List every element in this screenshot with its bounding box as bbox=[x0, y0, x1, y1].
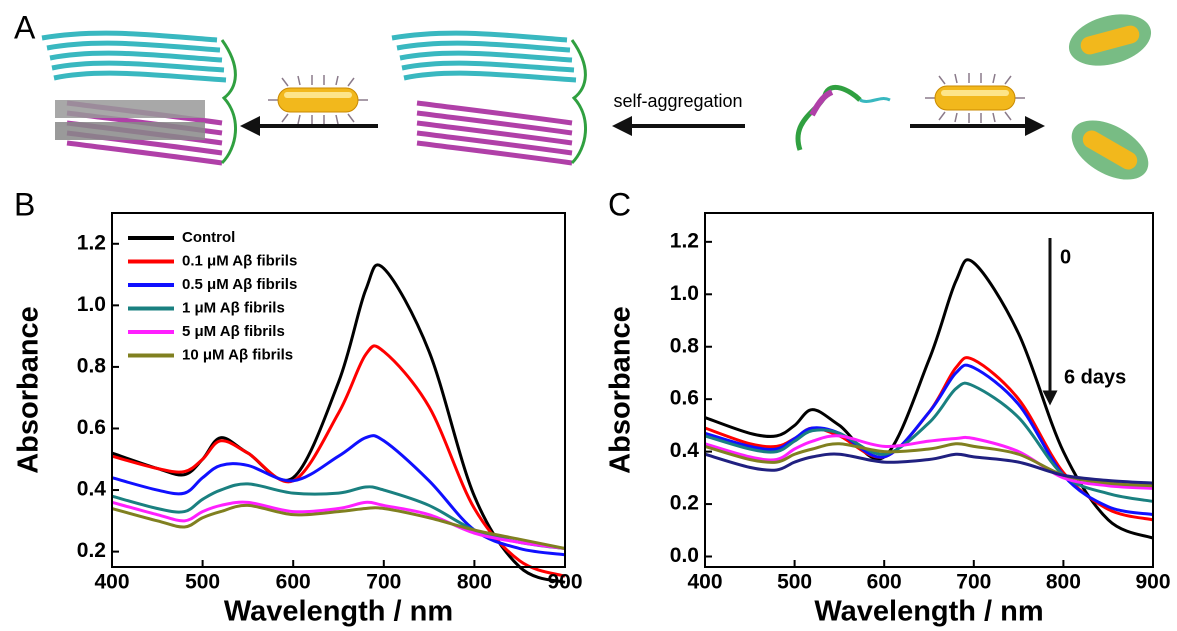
x-tick-label: 900 bbox=[1135, 571, 1170, 594]
x-tick-label: 900 bbox=[547, 571, 582, 594]
y-tick-label: 0.8 bbox=[77, 354, 107, 377]
annotation: 0 bbox=[1060, 246, 1071, 268]
spectrum-line bbox=[111, 500, 566, 551]
x-tick-label: 500 bbox=[185, 571, 220, 594]
x-axis-label: Wavelength / nm bbox=[814, 596, 1043, 628]
y-tick-label: 0.4 bbox=[670, 439, 700, 462]
spectrum-line bbox=[111, 263, 566, 584]
arrow-label: self-aggregation bbox=[613, 91, 742, 111]
y-tick-label: 0.0 bbox=[670, 544, 699, 567]
legend-label: 5 μM Aβ fibrils bbox=[182, 323, 285, 340]
panel-label: A bbox=[14, 9, 36, 45]
legend-label: 0.5 μM Aβ fibrils bbox=[182, 276, 297, 293]
y-tick-label: 0.2 bbox=[670, 492, 699, 515]
x-tick-label: 400 bbox=[94, 571, 129, 594]
panel-a: A self-aggregation bbox=[14, 9, 1152, 180]
x-tick-label: 500 bbox=[777, 571, 812, 594]
annotation: 6 days bbox=[1064, 366, 1126, 388]
spectrum-line bbox=[704, 434, 1154, 490]
y-axis-label: Absorbance bbox=[13, 306, 45, 474]
legend-label: Control bbox=[182, 229, 235, 246]
x-tick-label: 800 bbox=[457, 571, 492, 594]
legend-label: 10 μM Aβ fibrils bbox=[182, 346, 293, 363]
panel-label: C bbox=[608, 186, 631, 222]
y-tick-label: 1.2 bbox=[77, 231, 106, 254]
y-axis-label: Absorbance bbox=[605, 306, 637, 474]
spectrum-line bbox=[704, 258, 1154, 540]
panel-label: B bbox=[14, 186, 35, 222]
y-tick-label: 0.6 bbox=[670, 387, 699, 410]
x-tick-label: 700 bbox=[366, 571, 401, 594]
y-tick-label: 0.6 bbox=[77, 416, 106, 439]
plot-frame bbox=[704, 212, 1154, 568]
legend-label: 0.1 μM Aβ fibrils bbox=[182, 252, 297, 269]
y-tick-label: 0.4 bbox=[77, 478, 107, 501]
y-tick-label: 0.2 bbox=[77, 539, 106, 562]
x-tick-label: 800 bbox=[1046, 571, 1081, 594]
x-tick-label: 600 bbox=[867, 571, 902, 594]
y-tick-label: 0.8 bbox=[670, 334, 700, 357]
spectrum-line bbox=[111, 503, 566, 550]
spectrum-line bbox=[704, 381, 1154, 503]
spectrum-line bbox=[111, 344, 566, 578]
x-tick-label: 400 bbox=[687, 571, 722, 594]
y-tick-label: 1.0 bbox=[77, 293, 106, 316]
y-tick-label: 1.0 bbox=[670, 282, 699, 305]
legend-label: 1 μM Aβ fibrils bbox=[182, 299, 285, 316]
x-tick-label: 700 bbox=[956, 571, 991, 594]
x-tick-label: 600 bbox=[276, 571, 311, 594]
spectrum-line bbox=[704, 452, 1154, 485]
plot-frame bbox=[111, 212, 566, 568]
x-axis-label: Wavelength / nm bbox=[224, 596, 453, 628]
y-tick-label: 1.2 bbox=[670, 229, 699, 252]
